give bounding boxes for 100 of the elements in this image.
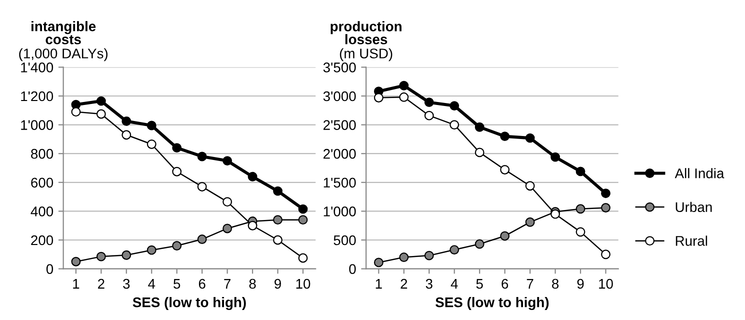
x-tick-label: 9 xyxy=(274,278,281,289)
point xyxy=(374,93,384,102)
x-tick-label: 2 xyxy=(400,278,408,289)
point xyxy=(146,140,156,149)
y-tick-label: 0 xyxy=(46,264,54,274)
legend-label: Rural xyxy=(676,236,708,246)
x-tick-label: 5 xyxy=(174,279,180,289)
x-tick-label: 3 xyxy=(123,278,130,289)
point xyxy=(172,166,182,176)
point xyxy=(399,252,409,262)
y-tick-label: 0 xyxy=(349,264,356,274)
point xyxy=(474,122,484,132)
chart-title: production losses xyxy=(330,21,402,44)
x-tick-label: 1 xyxy=(73,279,80,289)
point xyxy=(146,120,156,130)
point xyxy=(550,152,560,162)
point xyxy=(122,116,132,126)
x-tick-label: 8 xyxy=(249,278,256,289)
point xyxy=(424,98,434,108)
point xyxy=(500,132,510,142)
x-tick-label: 7 xyxy=(526,279,534,289)
point xyxy=(576,204,586,214)
point xyxy=(248,220,258,230)
x-tick-label: 4 xyxy=(148,279,156,289)
point xyxy=(298,215,308,225)
point xyxy=(222,156,232,166)
point xyxy=(273,215,282,225)
y-tick-label: 1'200 xyxy=(21,91,54,102)
point xyxy=(374,258,384,268)
point xyxy=(399,80,409,90)
point xyxy=(500,165,510,174)
y-tick-label: 2'500 xyxy=(323,120,356,130)
point xyxy=(122,130,132,140)
point xyxy=(172,241,182,250)
point xyxy=(576,166,586,176)
point xyxy=(298,204,308,214)
point xyxy=(525,217,535,227)
x-tick-label: 4 xyxy=(450,279,458,289)
x-tick-label: 2 xyxy=(98,278,104,289)
x-tick-label: 8 xyxy=(552,278,559,289)
point xyxy=(273,186,282,196)
y-tick-label: 1'500 xyxy=(324,178,356,188)
point xyxy=(576,227,586,237)
y-tick-label: 600 xyxy=(31,178,54,188)
y-tick-label: 200 xyxy=(31,235,54,246)
legend-label: All India xyxy=(674,168,724,178)
point xyxy=(222,224,232,234)
point xyxy=(298,253,308,263)
point xyxy=(450,245,460,255)
point xyxy=(525,133,535,143)
point xyxy=(96,109,106,119)
x-tick-label: 9 xyxy=(577,278,584,289)
point xyxy=(601,203,610,212)
y-tick-label: 1'000 xyxy=(324,206,356,216)
point xyxy=(550,209,560,219)
x-axis-title: SES (low to high) xyxy=(436,297,549,310)
x-tick-label: 10 xyxy=(296,278,310,289)
point xyxy=(474,239,484,249)
y-tick-label: 500 xyxy=(334,235,356,246)
point xyxy=(450,101,460,111)
point xyxy=(172,143,182,153)
x-tick-label: 6 xyxy=(198,278,206,289)
x-tick-label: 3 xyxy=(426,278,432,289)
point xyxy=(96,96,106,106)
point xyxy=(500,231,510,241)
point xyxy=(450,120,460,130)
x-tick-label: 5 xyxy=(476,279,483,289)
point xyxy=(399,92,409,102)
point xyxy=(601,188,610,198)
point xyxy=(122,250,132,260)
chart-subtitle: (m USD) xyxy=(340,48,392,62)
point xyxy=(248,172,258,182)
point xyxy=(424,110,434,120)
point xyxy=(96,252,106,262)
x-tick-label: 6 xyxy=(502,278,508,289)
chart-title: intangible costs xyxy=(32,21,96,44)
point xyxy=(146,245,156,255)
y-tick-label: 3'500 xyxy=(323,62,356,72)
point xyxy=(197,182,207,192)
x-tick-label: 7 xyxy=(224,279,230,289)
point xyxy=(601,250,610,260)
point xyxy=(197,152,207,162)
x-axis-title: SES (low to high) xyxy=(132,297,246,310)
y-tick-label: 3'000 xyxy=(323,91,356,102)
y-tick-label: 1'400 xyxy=(21,62,54,72)
point xyxy=(424,250,434,260)
x-tick-label: 1 xyxy=(376,279,382,289)
point xyxy=(273,235,282,245)
y-tick-label: 400 xyxy=(30,206,54,216)
y-tick-label: 800 xyxy=(31,148,54,159)
y-tick-label: 1'000 xyxy=(21,120,54,130)
chart-subtitle: (1,000 DALYs) xyxy=(19,48,108,62)
point xyxy=(222,197,232,207)
legend-label: Urban xyxy=(676,202,712,212)
y-tick-label: 2'000 xyxy=(323,148,356,159)
point xyxy=(474,148,484,158)
point xyxy=(71,256,81,266)
point xyxy=(197,234,207,244)
point xyxy=(525,181,535,191)
x-tick-label: 10 xyxy=(599,278,613,289)
